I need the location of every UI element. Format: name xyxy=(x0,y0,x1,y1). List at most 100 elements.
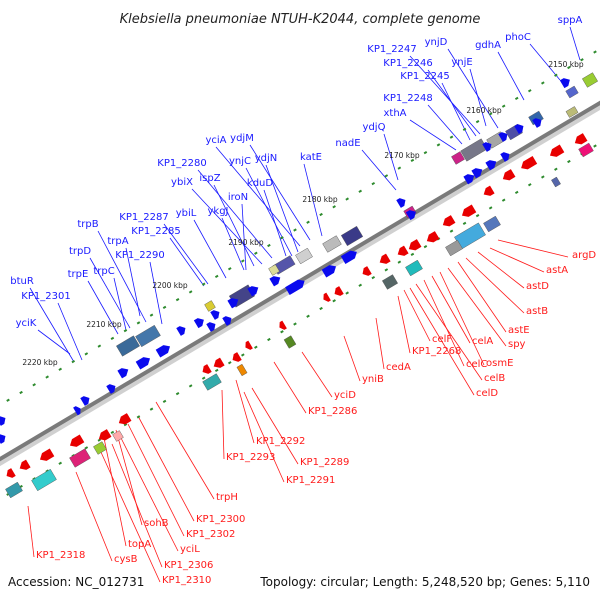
forward-gene-label[interactable]: KP1_2290 xyxy=(115,250,164,261)
reverse-gene-label[interactable]: cysB xyxy=(114,554,138,565)
scale-tick-mark xyxy=(293,228,297,232)
scale-tick-mark xyxy=(593,144,597,148)
reverse-gene-label[interactable]: celC xyxy=(466,359,487,370)
reverse-gene-label[interactable]: KP1_2302 xyxy=(186,529,235,540)
scale-tick-mark xyxy=(136,321,141,325)
forward-gene-label[interactable]: KP1_2245 xyxy=(400,71,449,82)
forward-gene-arrow xyxy=(206,322,216,332)
forward-gene-arrow xyxy=(269,276,281,287)
scale-tick-mark xyxy=(384,268,389,272)
scale-tick-mark xyxy=(488,206,493,210)
forward-gene-label[interactable]: iroN xyxy=(228,192,248,203)
reverse-gene-label[interactable]: topA xyxy=(128,539,151,550)
reverse-gene-label[interactable]: celF xyxy=(432,334,452,345)
feature-block xyxy=(578,142,594,158)
forward-gene-label[interactable]: KP1_2285 xyxy=(131,226,180,237)
forward-gene-label[interactable]: KP1_2301 xyxy=(21,291,70,302)
forward-gene-label[interactable]: ynjD xyxy=(425,37,448,48)
scale-tick-mark xyxy=(175,298,180,302)
scale-tick-mark xyxy=(267,243,271,248)
forward-gene-label[interactable]: yciK xyxy=(16,318,37,329)
reverse-gene-label[interactable]: spy xyxy=(508,339,526,350)
reverse-gene-label[interactable]: KP1_2268 xyxy=(412,346,461,357)
reverse-gene-label[interactable]: astA xyxy=(546,265,568,276)
reverse-gene-label[interactable]: trpH xyxy=(216,492,238,503)
gene-leader-line xyxy=(375,317,385,370)
reverse-gene-label[interactable]: celD xyxy=(476,388,498,399)
forward-gene-label[interactable]: phoC xyxy=(505,32,531,43)
forward-gene-label[interactable]: ybiX xyxy=(171,177,193,188)
reverse-gene-label[interactable]: astD xyxy=(526,281,549,292)
forward-gene-arrow xyxy=(106,384,116,394)
forward-gene-arrow xyxy=(247,286,259,297)
reverse-gene-label[interactable]: yciL xyxy=(180,544,200,555)
forward-gene-arrow xyxy=(340,250,357,264)
forward-gene-label[interactable]: trpB xyxy=(77,219,98,230)
forward-gene-label[interactable]: btuR xyxy=(10,276,34,287)
forward-gene-label[interactable]: ynjC xyxy=(229,156,251,167)
reverse-gene-label[interactable]: argD xyxy=(572,250,596,261)
reverse-gene-label[interactable]: KP1_2286 xyxy=(308,406,357,417)
gene-leader-line xyxy=(477,251,525,289)
forward-gene-label[interactable]: yciA xyxy=(205,135,226,146)
reverse-gene-arrow xyxy=(408,239,422,251)
forward-gene-label[interactable]: kduD xyxy=(247,178,273,189)
scale-tick-mark xyxy=(149,313,154,317)
forward-gene-label[interactable]: xthA xyxy=(383,108,406,119)
reverse-gene-label[interactable]: celA xyxy=(472,336,493,347)
forward-gene-label[interactable]: KP1_2280 xyxy=(157,158,206,169)
forward-gene-label[interactable]: ydjN xyxy=(255,153,278,164)
gene-leader-line xyxy=(343,335,361,382)
reverse-gene-label[interactable]: cedA xyxy=(386,362,411,373)
reverse-gene-label[interactable]: KP1_2310 xyxy=(162,575,211,586)
scale-tick-mark xyxy=(319,306,323,311)
forward-gene-arrow xyxy=(559,78,570,89)
scale-tick-label: 2190 kbp xyxy=(228,238,264,247)
reverse-gene-label[interactable]: yniB xyxy=(362,374,384,385)
forward-gene-label[interactable]: trpE xyxy=(68,269,89,280)
scale-tick-mark xyxy=(501,198,506,202)
forward-gene-label[interactable]: ydjQ xyxy=(363,122,386,133)
forward-gene-label[interactable]: sppA xyxy=(558,15,583,26)
reverse-gene-label[interactable]: KP1_2292 xyxy=(256,436,305,447)
scale-tick-mark xyxy=(319,212,323,217)
gene-leader-line xyxy=(27,505,35,558)
forward-gene-label[interactable]: ydjM xyxy=(230,133,254,144)
scale-tick-mark xyxy=(384,174,389,178)
forward-gene-label[interactable]: KP1_2248 xyxy=(383,93,432,104)
reverse-gene-label[interactable]: KP1_2318 xyxy=(36,550,85,561)
forward-gene-label[interactable]: gdhA xyxy=(475,40,501,51)
reverse-gene-label[interactable]: celB xyxy=(484,373,505,384)
forward-gene-label[interactable]: ykgJ xyxy=(207,206,228,217)
forward-gene-label[interactable]: nadE xyxy=(335,138,360,149)
reverse-gene-label[interactable]: KP1_2300 xyxy=(196,514,245,525)
forward-gene-label[interactable]: trpC xyxy=(93,266,114,277)
forward-gene-label[interactable]: ispZ xyxy=(199,173,220,184)
forward-gene-label[interactable]: trpD xyxy=(69,246,91,257)
forward-gene-label[interactable]: KP1_2247 xyxy=(367,44,416,55)
forward-gene-label[interactable]: KP1_2287 xyxy=(119,212,168,223)
reverse-gene-label[interactable]: KP1_2306 xyxy=(164,560,213,571)
reverse-gene-label[interactable]: sohB xyxy=(144,518,169,529)
reverse-gene-label[interactable]: astE xyxy=(508,325,530,336)
forward-gene-label[interactable]: KP1_2246 xyxy=(383,58,432,69)
scale-tick-mark xyxy=(136,415,141,419)
forward-gene-label[interactable]: trpA xyxy=(107,236,128,247)
reverse-gene-label[interactable]: KP1_2293 xyxy=(226,452,275,463)
gene-leader-line xyxy=(441,82,471,141)
forward-gene-label[interactable]: ynjE xyxy=(451,57,472,68)
scale-tick-mark xyxy=(332,299,336,303)
scale-tick-mark xyxy=(201,376,206,380)
forward-gene-label[interactable]: katE xyxy=(300,152,322,163)
reverse-leader-lines xyxy=(27,239,569,583)
reverse-gene-label[interactable]: KP1_2291 xyxy=(286,475,335,486)
scale-tick-mark xyxy=(241,259,245,263)
feature-block xyxy=(69,448,91,468)
scale-tick-mark xyxy=(397,260,402,264)
reverse-gene-label[interactable]: KP1_2289 xyxy=(300,457,349,468)
scale-tick-label: 2180 kbp xyxy=(302,195,338,204)
reverse-gene-label[interactable]: yciD xyxy=(334,390,356,401)
reverse-gene-label[interactable]: osmE xyxy=(486,358,513,369)
forward-gene-label[interactable]: ybiL xyxy=(176,208,197,219)
reverse-gene-label[interactable]: astB xyxy=(526,306,548,317)
